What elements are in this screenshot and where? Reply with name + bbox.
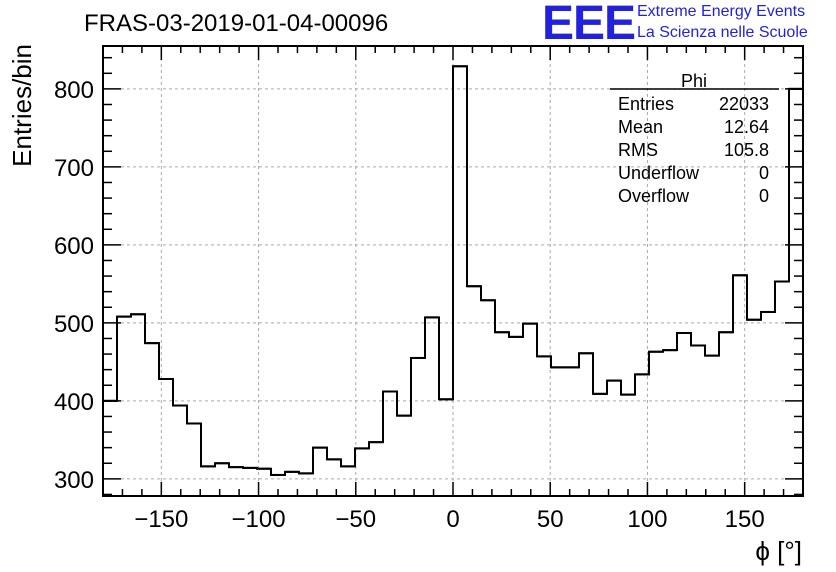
axis-ticks (102, 46, 804, 496)
stats-value: 105.8 (724, 140, 769, 160)
stats-value: 0 (759, 163, 769, 183)
x-tick-label: −150 (134, 506, 188, 533)
x-tick-label: 150 (725, 506, 765, 533)
x-tick-label: 0 (446, 506, 459, 533)
stats-box: Phi Entries 22033 Mean 12.64 RMS 105.8 Underfl… (610, 71, 779, 206)
stats-box-title: Phi (681, 71, 707, 91)
y-tick-label: 700 (54, 155, 94, 182)
x-tick-label: −50 (335, 506, 376, 533)
x-axis-title: ϕ [°] (755, 536, 802, 566)
stats-label: RMS (618, 140, 658, 160)
x-tick-label: 100 (627, 506, 667, 533)
y-axis-title: Entries/bin (7, 44, 37, 167)
stats-value: 0 (759, 186, 769, 206)
logo-tagline-2: La Scienza nelle Scuole (637, 24, 808, 41)
stats-value: 12.64 (724, 117, 769, 137)
x-tick-labels: −150 −100 −50 0 50 100 150 (134, 506, 764, 533)
y-tick-label: 300 (54, 467, 94, 494)
x-tick-label: 50 (537, 506, 564, 533)
stats-label: Underflow (618, 163, 700, 183)
chart-title: FRAS-03-2019-01-04-00096 (84, 10, 389, 37)
stats-label: Overflow (618, 186, 690, 206)
stats-value: 22033 (719, 94, 769, 114)
y-tick-label: 800 (54, 77, 94, 104)
x-tick-label: −100 (232, 506, 286, 533)
logo-tagline-1: Extreme Energy Events (637, 3, 806, 20)
y-tick-labels: 300 400 500 600 700 800 (54, 77, 94, 494)
y-tick-label: 600 (54, 233, 94, 260)
y-tick-label: 400 (54, 389, 94, 416)
stats-label: Entries (618, 94, 674, 114)
eee-logo: EEE (542, 0, 636, 50)
y-tick-label: 500 (54, 311, 94, 338)
stats-label: Mean (618, 117, 663, 137)
